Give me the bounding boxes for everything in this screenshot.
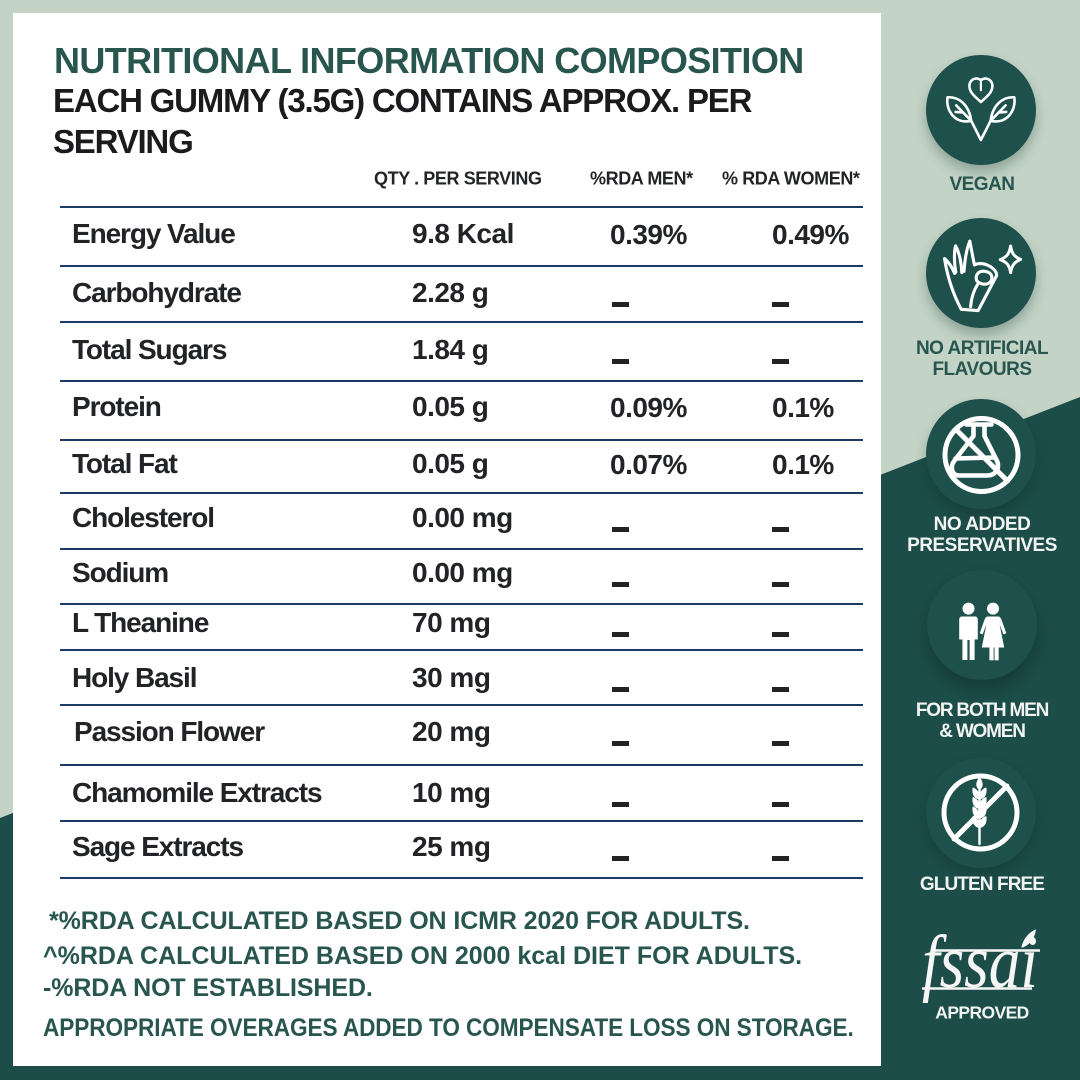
svg-text:fssai: fssai bbox=[922, 921, 1038, 1004]
